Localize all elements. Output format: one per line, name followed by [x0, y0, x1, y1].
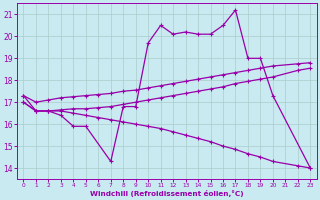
X-axis label: Windchill (Refroidissement éolien,°C): Windchill (Refroidissement éolien,°C): [90, 190, 244, 197]
